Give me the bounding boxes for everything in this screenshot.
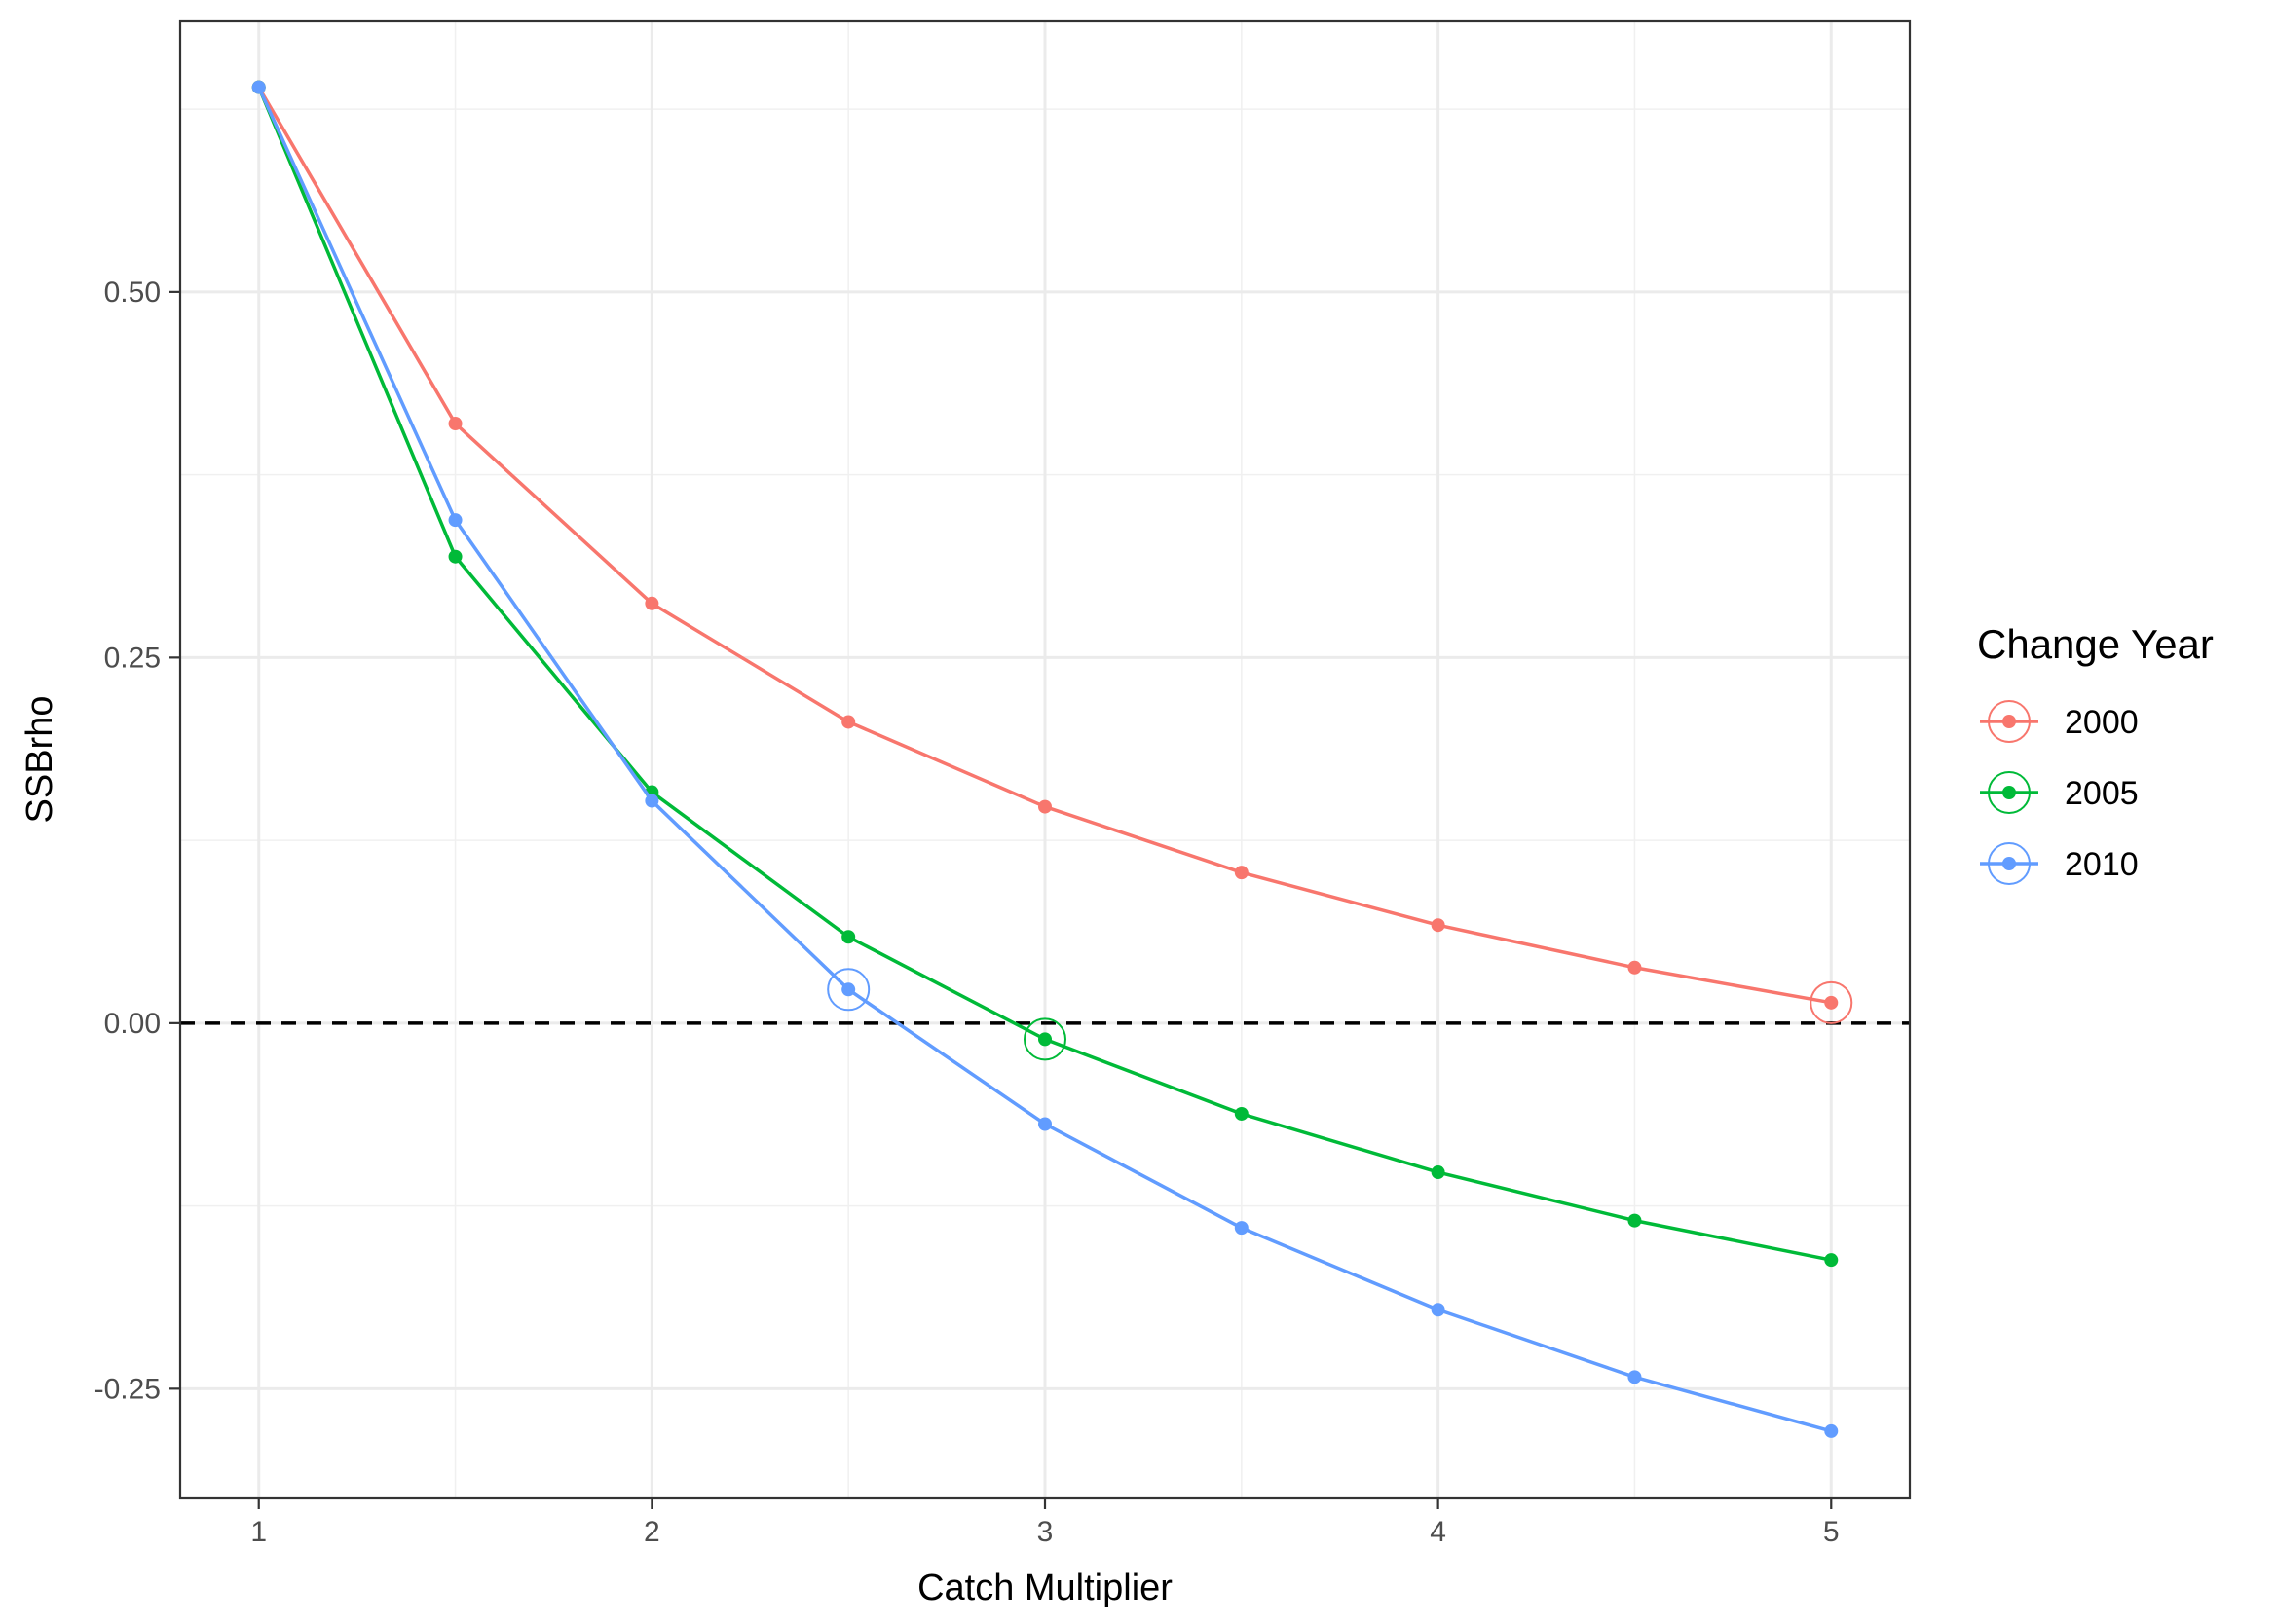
highlight-ring-2005: [1024, 1017, 1066, 1061]
data-point: [1431, 1165, 1445, 1180]
y-tick-label: 0.00: [104, 1008, 161, 1040]
data-point: [1038, 1117, 1052, 1131]
x-tick-label: 3: [1037, 1516, 1054, 1548]
data-point: [1824, 1423, 1839, 1438]
data-point: [1038, 799, 1052, 814]
highlight-ring-2010: [827, 968, 871, 1012]
legend-label: 2010: [2065, 846, 2139, 883]
legend-key-ring: [1988, 700, 2031, 743]
data-point: [841, 982, 856, 997]
legend-key-point: [2002, 857, 2016, 870]
legend-key-point: [2002, 715, 2016, 728]
legend-key-ring: [1988, 771, 2031, 814]
legend-label: 2005: [2065, 775, 2139, 812]
data-point: [1431, 918, 1445, 933]
data-point: [1038, 1032, 1052, 1047]
x-axis-title: Catch Multiplier: [917, 1568, 1173, 1608]
data-point: [841, 715, 856, 729]
data-point: [251, 80, 266, 94]
data-point: [1627, 1213, 1642, 1228]
data-point: [1234, 1106, 1249, 1121]
data-point: [1824, 1253, 1839, 1268]
legend-label: 2000: [2065, 704, 2139, 741]
data-point: [448, 513, 463, 528]
data-point: [1234, 1221, 1249, 1236]
data-point: [448, 549, 463, 564]
data-point: [1431, 1303, 1445, 1317]
data-point: [1627, 960, 1642, 975]
data-point: [1627, 1370, 1642, 1384]
data-point: [448, 417, 463, 431]
legend-key-point: [2002, 786, 2016, 799]
highlight-ring-2000: [1810, 980, 1853, 1024]
x-axis: 1 2 3 4 5: [250, 1498, 1840, 1548]
y-tick-label: -0.25: [94, 1373, 161, 1405]
y-tick-label: 0.25: [104, 642, 161, 674]
x-tick-label: 4: [1430, 1516, 1446, 1548]
data-point: [1824, 995, 1839, 1010]
y-axis-title: SSBrho: [19, 696, 60, 824]
legend-title: Change Year: [1977, 621, 2214, 667]
y-axis: -0.25 0.00 0.25 0.50: [94, 277, 180, 1405]
legend-item-2005: 2005: [1980, 771, 2139, 814]
legend-item-2000: 2000: [1980, 700, 2139, 743]
x-tick-label: 2: [644, 1516, 660, 1548]
data-point: [841, 930, 856, 944]
y-tick-label: 0.50: [104, 277, 161, 309]
series-2000: [251, 80, 1853, 1024]
legend-key-ring: [1988, 842, 2031, 885]
x-tick-label: 5: [1823, 1516, 1840, 1548]
legend-item-2010: 2010: [1980, 842, 2139, 885]
series-2010: [251, 80, 1839, 1438]
data-point: [1234, 866, 1249, 880]
data-point: [645, 794, 659, 808]
legend: Change Year 2000 2005 2010: [1977, 621, 2214, 885]
series-layer: [251, 80, 1853, 1438]
x-tick-label: 1: [250, 1516, 267, 1548]
data-point: [645, 596, 659, 610]
